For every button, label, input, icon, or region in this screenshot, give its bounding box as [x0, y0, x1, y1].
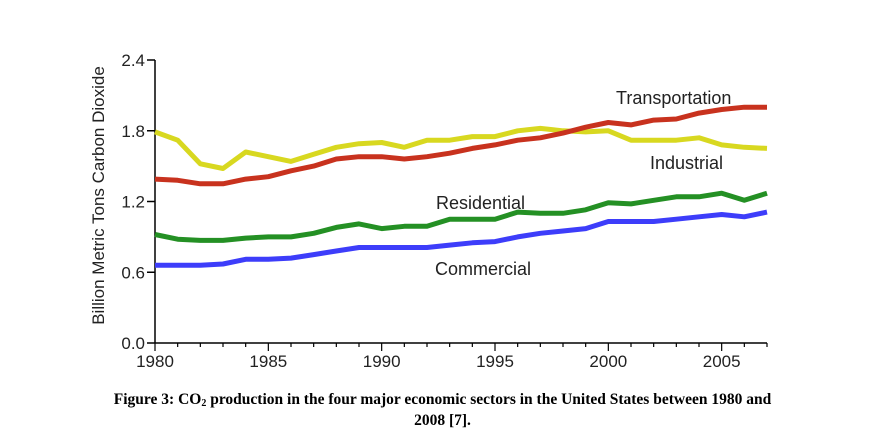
x-tick-label: 1985 — [249, 352, 287, 371]
co2-chart: 0.0 0.6 1.2 1.8 2.4 1980 1985 1990 1995 2000 2005… — [89, 51, 768, 371]
series-line-residential — [154, 190, 768, 243]
series-line-industrial — [154, 125, 768, 171]
y-axis: 0.0 0.6 1.2 1.8 2.4 — [121, 51, 156, 353]
caption-line1-rest: production in the four major economic se… — [206, 391, 772, 408]
y-tick-label: 2.4 — [121, 51, 145, 70]
caption-line2: 2008 [7]. — [414, 412, 471, 429]
y-tick-label: 1.2 — [121, 193, 145, 212]
x-axis: 1980 1985 1990 1995 2000 2005 — [136, 342, 768, 371]
x-tick-label: 1980 — [136, 352, 174, 371]
series-labels: Transportation Industrial Residential Comme… — [435, 88, 731, 279]
series-line-transportation — [154, 104, 767, 187]
x-tick-label: 2005 — [703, 352, 741, 371]
series-label-transportation: Transportation — [616, 88, 731, 108]
x-tick-label: 2000 — [589, 352, 627, 371]
x-tick-label: 1995 — [476, 352, 514, 371]
y-axis-title: Billion Metric Tons Carbon Dioxide — [89, 66, 108, 325]
caption-prefix: Figure 3: CO — [113, 391, 202, 408]
series-line-commercial — [155, 209, 768, 268]
x-tick-label: 1990 — [363, 352, 401, 371]
series-label-commercial: Commercial — [435, 259, 531, 279]
series-label-residential: Residential — [436, 193, 525, 213]
figure-caption: Figure 3: CO2 production in the four maj… — [10, 389, 875, 431]
series-label-industrial: Industrial — [650, 153, 723, 173]
y-tick-label: 0.6 — [121, 263, 145, 282]
caption-subscript: 2 — [201, 398, 207, 409]
series-lines — [154, 104, 768, 268]
y-tick-label: 1.8 — [121, 122, 145, 141]
y-tick-label: 0.0 — [121, 334, 145, 353]
